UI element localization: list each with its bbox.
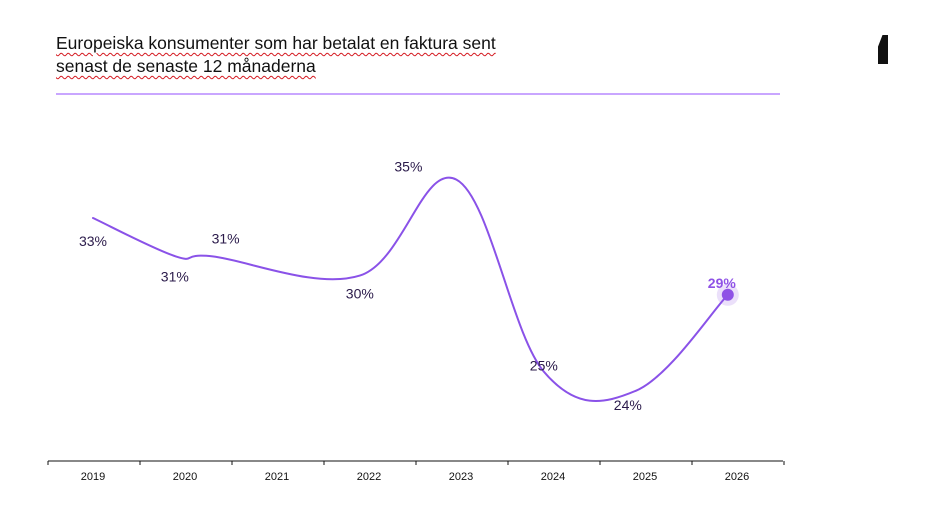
data-point-highlight bbox=[721, 288, 734, 301]
x-tick-label: 2024 bbox=[541, 471, 565, 483]
x-tick-label: 2025 bbox=[633, 471, 657, 483]
chart-title-line-2: senast de senaste 12 månaderna bbox=[56, 56, 316, 76]
x-tick-label: 2023 bbox=[449, 471, 473, 483]
data-label: 31% bbox=[212, 230, 240, 246]
data-label: 25% bbox=[530, 358, 558, 374]
data-label: 31% bbox=[161, 268, 189, 284]
x-tick-label: 2022 bbox=[357, 471, 381, 483]
data-label: 30% bbox=[346, 286, 374, 302]
x-tick-label: 2019 bbox=[81, 471, 105, 483]
series-line bbox=[92, 176, 729, 402]
chart-title-line-1: Europeiska konsumenter som har betalat e… bbox=[56, 33, 496, 53]
x-tick-label: 2026 bbox=[725, 471, 749, 483]
title-divider bbox=[56, 93, 780, 95]
data-label: 33% bbox=[79, 233, 107, 249]
data-label: 29% bbox=[708, 275, 737, 291]
x-tick-label: 2021 bbox=[265, 471, 289, 483]
brand-logo-icon bbox=[878, 35, 888, 64]
data-label: 35% bbox=[394, 159, 422, 175]
x-tick-label: 2020 bbox=[173, 471, 197, 483]
x-axis: 2019 2020 2021 2022 2023 2024 2025 2026 bbox=[47, 460, 785, 483]
data-label: 24% bbox=[614, 397, 642, 413]
chart-title: Europeiska konsumenter som har betalat e… bbox=[56, 32, 796, 78]
